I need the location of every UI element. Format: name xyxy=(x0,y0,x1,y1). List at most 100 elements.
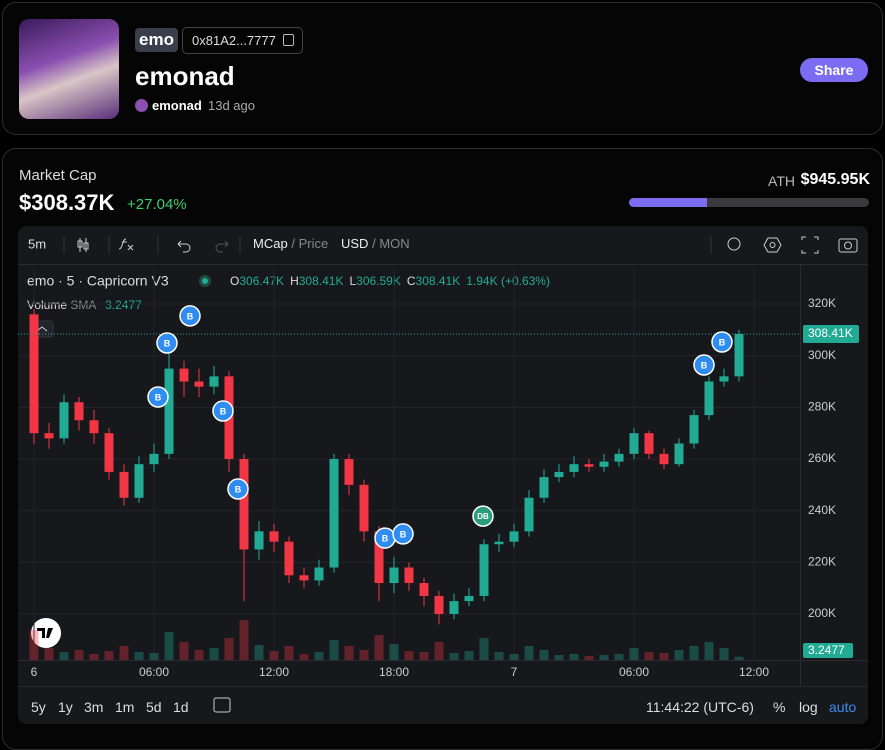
market-cap-change: +27.04% xyxy=(127,196,187,213)
address[interactable]: 0x81A2...7777 xyxy=(182,27,303,54)
age: 13d ago xyxy=(208,98,255,113)
auto-toggle[interactable]: auto xyxy=(829,699,857,715)
range-button[interactable]: 5d xyxy=(146,699,162,715)
volume-bar xyxy=(269,651,279,660)
currency-inactive: MON xyxy=(379,236,409,251)
sma-value: 3.2477 xyxy=(105,298,142,312)
candle-body xyxy=(179,368,189,382)
candle-body xyxy=(734,333,744,377)
alert-icon[interactable] xyxy=(727,237,741,251)
candle-body xyxy=(524,497,534,532)
range-button[interactable]: 3m xyxy=(84,699,104,715)
range-button[interactable]: 1y xyxy=(58,699,73,715)
currency-separator: / xyxy=(372,236,376,251)
volume-bar xyxy=(224,638,234,660)
clock: 11:44:22 (UTC-6) xyxy=(646,699,754,715)
creator[interactable]: emonad xyxy=(152,98,202,113)
last-price-box xyxy=(803,324,859,343)
range-button[interactable]: 1d xyxy=(173,699,189,715)
ohlc-key: C xyxy=(407,274,416,288)
chart: 5m MCap / Price USD / MON emo · 5 · Capr… xyxy=(18,236,868,713)
avatar xyxy=(19,19,119,119)
trade-marker[interactable] xyxy=(227,478,249,500)
toolbar-text[interactable]: MCap / Price xyxy=(253,236,328,251)
ohlc-key: L xyxy=(349,274,356,288)
candle-body xyxy=(689,415,699,444)
volume-bar xyxy=(464,651,474,660)
ticker: emo xyxy=(135,28,178,52)
x-tick-label: 12:00 xyxy=(739,665,769,679)
trade-marker[interactable] xyxy=(711,331,733,353)
volume-bar xyxy=(659,653,669,660)
candle-body xyxy=(359,484,369,532)
volume-bar xyxy=(164,632,174,660)
x-tick-label: 7 xyxy=(511,665,518,679)
trade-marker[interactable] xyxy=(156,332,178,354)
volume-bar xyxy=(404,651,414,660)
ohlc-key: O xyxy=(230,274,239,288)
trade-marker[interactable] xyxy=(147,386,169,408)
volume-bar xyxy=(479,638,489,660)
fx-icon[interactable] xyxy=(118,238,134,251)
address-text: 0x81A2...7777 xyxy=(192,33,276,48)
volume-bar xyxy=(419,652,429,660)
unit-inactive: Price xyxy=(299,236,329,251)
volume-bar xyxy=(689,646,699,660)
token-card: emo 0x81A2...7777 emonad emonad 13d ago … xyxy=(2,2,883,135)
range-button[interactable]: 5y xyxy=(31,699,46,715)
trade-marker-label: B xyxy=(187,311,194,321)
volume-label: Volume xyxy=(27,298,67,312)
volume-bar xyxy=(539,650,549,660)
trade-marker[interactable] xyxy=(693,354,715,376)
volume-bar xyxy=(239,620,249,660)
candles-icon[interactable] xyxy=(77,238,89,252)
currency-toggle[interactable]: USD / MON xyxy=(341,236,410,251)
share-button[interactable]: Share xyxy=(800,58,868,82)
volume-bar xyxy=(359,650,369,660)
trade-marker[interactable] xyxy=(472,505,494,527)
volume-bar xyxy=(599,655,609,660)
log-toggle[interactable]: log xyxy=(799,699,818,715)
date-range-icon[interactable] xyxy=(213,697,231,713)
chart-panel: 5m MCap / Price USD / MON emo · 5 · Capr… xyxy=(18,226,868,724)
candle-body xyxy=(434,595,444,615)
volume-bar xyxy=(734,656,744,660)
candle-body xyxy=(59,402,69,439)
percent-toggle[interactable]: % xyxy=(773,699,786,715)
candle-body xyxy=(464,595,474,602)
candle-body xyxy=(569,464,579,472)
x-tick-label: 06:00 xyxy=(619,665,649,679)
volume-bar xyxy=(674,650,684,660)
candle-body xyxy=(29,314,39,434)
camera-icon[interactable] xyxy=(838,238,858,253)
toolbar-icons xyxy=(77,236,858,713)
sma-label: SMA xyxy=(70,298,96,312)
candle-body xyxy=(479,544,489,596)
candle-body xyxy=(269,531,279,542)
trade-marker[interactable] xyxy=(212,400,234,422)
trade-marker[interactable] xyxy=(392,523,414,545)
candle-body xyxy=(389,567,399,584)
y-tick-label: 300K xyxy=(808,348,836,362)
interval[interactable]: 5m xyxy=(28,236,46,251)
volume-value-box xyxy=(803,643,853,658)
trade-marker[interactable] xyxy=(179,305,201,327)
volume-bar xyxy=(449,653,459,660)
range-button[interactable]: 1m xyxy=(115,699,135,715)
fullscreen-icon[interactable] xyxy=(801,236,819,254)
volume-bar xyxy=(524,646,534,660)
candle-body xyxy=(194,381,204,387)
trade-marker-label: B xyxy=(701,360,708,370)
undo-icon[interactable] xyxy=(177,240,191,253)
volume-bar xyxy=(119,646,129,660)
currency-active: USD xyxy=(341,236,368,251)
legend-ohlc: O306.47K H308.41K L306.59K C308.41K 1.94K (+… xyxy=(230,274,550,288)
candle-body xyxy=(119,471,129,498)
volume-bar xyxy=(584,656,594,660)
ohlc-change: 1.94K (+0.63%) xyxy=(466,274,550,288)
volume-bar xyxy=(374,635,384,660)
y-tick-label: 320K xyxy=(808,296,836,310)
settings-icon[interactable] xyxy=(763,237,782,253)
candle-body xyxy=(329,459,339,568)
unit-separator: / xyxy=(291,236,295,251)
